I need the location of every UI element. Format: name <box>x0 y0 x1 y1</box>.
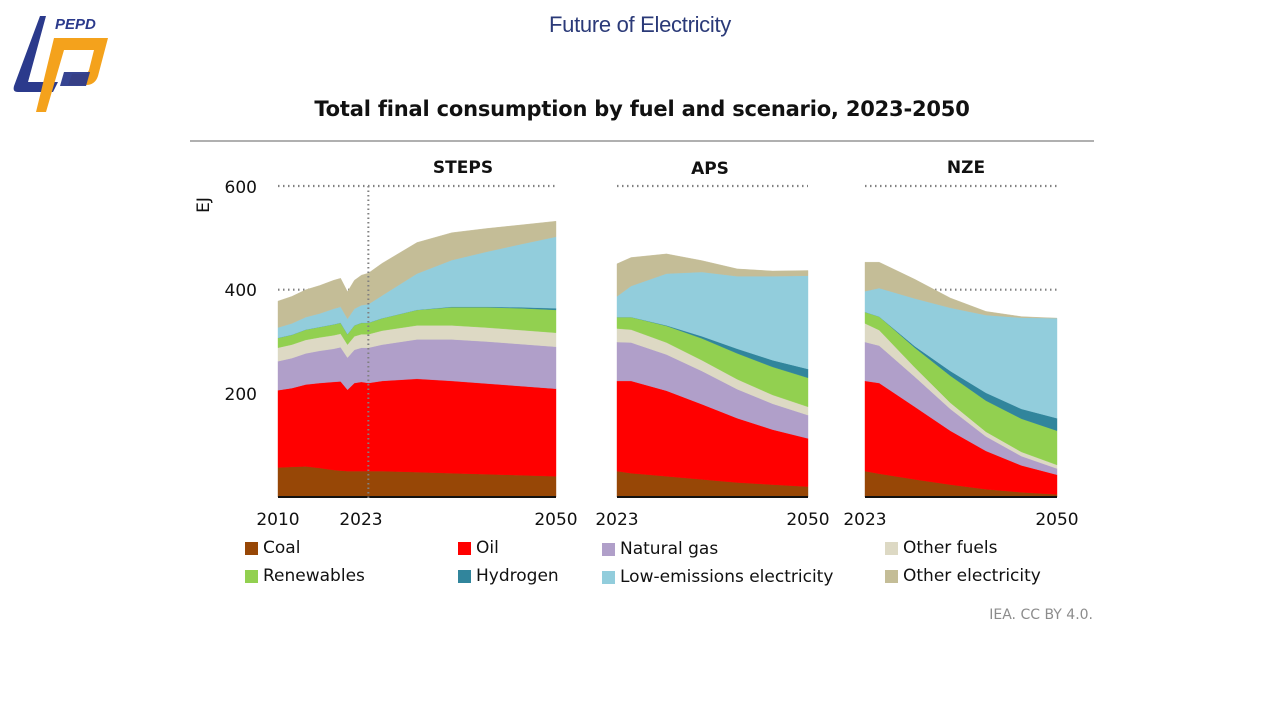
x-tick-label: 2050 <box>786 510 829 530</box>
labels: EJ 200 400 600 STEPS APS NZE 2010 2023 2… <box>194 158 1079 530</box>
panel-title-aps: APS <box>691 159 729 179</box>
y-tick-label: 400 <box>225 281 257 301</box>
legend-item-other-electricity: Other electricity <box>885 566 1041 586</box>
legend-label: Low-emissions electricity <box>620 567 834 587</box>
area-layer <box>277 220 1058 498</box>
x-tick-label: 2023 <box>339 510 382 530</box>
panel-title-nze: NZE <box>947 158 985 178</box>
panel-title-steps: STEPS <box>433 158 493 178</box>
x-tick-label: 2010 <box>256 510 299 530</box>
slide-title: Future of Electricity <box>549 12 731 37</box>
chart-title: Total final consumption by fuel and scen… <box>314 97 970 121</box>
legend-label: Oil <box>476 538 499 558</box>
legend-label: Other fuels <box>903 538 998 558</box>
title-divider <box>190 140 1094 142</box>
legend-label: Hydrogen <box>476 566 559 586</box>
legend-item-coal: Coal <box>245 538 300 558</box>
legend-label: Renewables <box>263 566 365 586</box>
area-1-other-electricity <box>616 253 809 297</box>
legend-item-natural-gas: Natural gas <box>602 539 718 559</box>
legend-item-other-fuels: Other fuels <box>885 538 997 558</box>
legend-swatch <box>885 541 898 555</box>
area-0-other-electricity <box>277 220 557 328</box>
x-tick-label: 2023 <box>843 510 886 530</box>
logo-blue-accent <box>60 72 90 86</box>
y-tick-label: 600 <box>225 178 257 198</box>
legend-swatch <box>885 569 898 583</box>
legend-swatch <box>602 542 615 556</box>
x-tick-label: 2050 <box>534 510 577 530</box>
legend-label: Other electricity <box>903 566 1041 586</box>
legend-item-hydrogen: Hydrogen <box>458 566 559 586</box>
y-tick-label: 200 <box>225 385 257 405</box>
legend-swatch <box>245 541 258 555</box>
legend: Coal Oil Natural gas Other fuels Renewab… <box>245 538 1105 598</box>
source-credit: IEA. CC BY 4.0. <box>989 607 1093 623</box>
pepd-logo: PEPD <box>13 16 108 112</box>
logo-text: PEPD <box>55 16 96 33</box>
y-axis-label: EJ <box>194 197 214 213</box>
legend-swatch <box>458 541 471 555</box>
legend-swatch <box>245 569 258 583</box>
legend-label: Natural gas <box>620 539 719 559</box>
legend-item-oil: Oil <box>458 538 499 558</box>
x-tick-label: 2023 <box>595 510 638 530</box>
legend-item-renewables: Renewables <box>245 566 365 586</box>
area-0-oil <box>277 378 557 477</box>
legend-swatch <box>602 570 615 584</box>
legend-swatch <box>458 569 471 583</box>
legend-label: Coal <box>263 538 301 558</box>
axes <box>278 186 1057 499</box>
logo-blue-l-shape <box>13 16 58 92</box>
area-2-other-electricity <box>864 262 1058 319</box>
x-tick-label: 2050 <box>1035 510 1078 530</box>
legend-item-low-emissions-electricity: Low-emissions electricity <box>602 567 833 587</box>
